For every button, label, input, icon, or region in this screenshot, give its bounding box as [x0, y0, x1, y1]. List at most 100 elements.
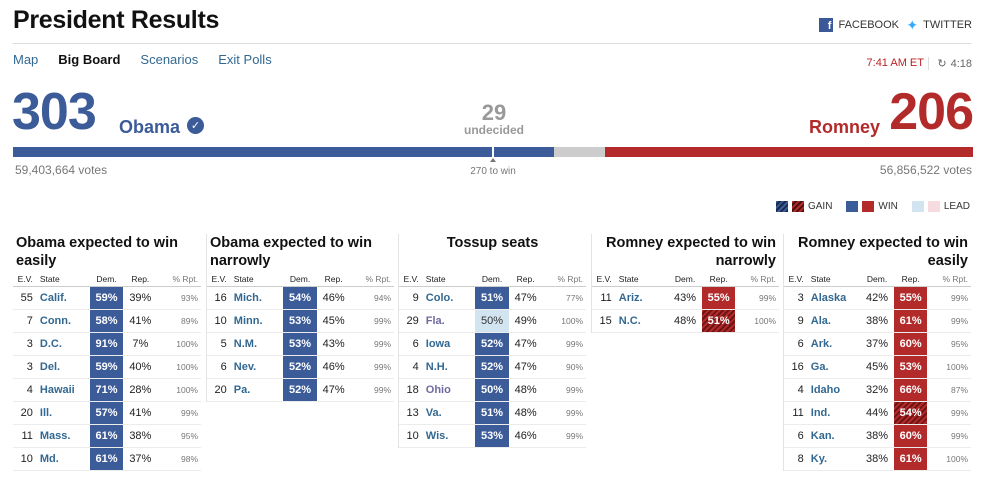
electoral-votes: 20: [214, 384, 227, 396]
percent-reporting: 99%: [566, 431, 584, 441]
state-link[interactable]: Ill.: [39, 407, 53, 419]
table-row[interactable]: 9 Ala. 38% 61% 99%: [784, 310, 971, 333]
state-link[interactable]: Calif.: [39, 292, 67, 304]
state-link[interactable]: Alaska: [810, 292, 847, 304]
table-row[interactable]: 10 Wis. 53% 46% 99%: [399, 425, 586, 448]
state-link[interactable]: D.C.: [39, 338, 62, 350]
column-title: Tossup seats: [446, 235, 539, 251]
table-header: E.V. State Dem. Rep. % Rpt.: [13, 272, 201, 287]
table-row[interactable]: 6 Nev. 52% 46% 99%: [207, 356, 394, 379]
table-row[interactable]: 20 Pa. 52% 47% 99%: [207, 379, 394, 402]
state-link[interactable]: Conn.: [39, 315, 72, 327]
state-link[interactable]: Va.: [425, 407, 442, 419]
table-row[interactable]: 4 Hawaii 71% 28% 100%: [13, 379, 201, 402]
table-row[interactable]: 3 D.C. 91% 7% 100%: [13, 333, 201, 356]
state-link[interactable]: Iowa: [425, 338, 451, 350]
table-row[interactable]: 9 Colo. 51% 47% 77%: [399, 287, 586, 310]
table-row[interactable]: 29 Fla. 50% 49% 100%: [399, 310, 586, 333]
state-link[interactable]: Hawaii: [39, 384, 75, 396]
state-link[interactable]: Wis.: [425, 430, 449, 442]
dem-percent: 52%: [283, 356, 317, 378]
state-link[interactable]: Mass.: [39, 430, 71, 442]
table-row[interactable]: 3 Del. 59% 40% 100%: [13, 356, 201, 379]
state-link[interactable]: Del.: [39, 361, 61, 373]
table-row[interactable]: 3 Alaska 42% 55% 99%: [784, 287, 971, 310]
electoral-votes: 6: [220, 361, 227, 373]
state-link[interactable]: Pa.: [233, 384, 251, 396]
electoral-votes: 18: [406, 384, 419, 396]
reported-header: % Rpt.: [172, 274, 198, 284]
state-link[interactable]: Ind.: [810, 407, 831, 419]
table-row[interactable]: 16 Ga. 45% 53% 100%: [784, 356, 971, 379]
table-row[interactable]: 16 Mich. 54% 46% 94%: [207, 287, 394, 310]
percent-reporting: 87%: [951, 385, 969, 395]
table-row[interactable]: 5 N.M. 53% 43% 99%: [207, 333, 394, 356]
percent-reporting: 99%: [566, 339, 584, 349]
rep-header: Rep.: [131, 274, 150, 284]
state-link[interactable]: Ohio: [425, 384, 451, 396]
percent-reporting: 99%: [374, 339, 392, 349]
state-link[interactable]: Nev.: [233, 361, 257, 373]
state-link[interactable]: N.C.: [618, 315, 641, 327]
table-row[interactable]: 11 Ind. 44% 54% 99%: [784, 402, 971, 425]
twitter-share-button[interactable]: ✦ TWITTER: [906, 18, 972, 32]
obama-electoral-votes: 303: [12, 83, 97, 141]
rep-percent: 39%: [129, 292, 152, 304]
state-link[interactable]: Mich.: [233, 292, 262, 304]
rep-percent: 53%: [893, 356, 928, 378]
results-column: Romney expected to win easily E.V. State De…: [783, 234, 971, 471]
table-row[interactable]: 6 Iowa 52% 47% 99%: [399, 333, 586, 356]
tab-exit-polls[interactable]: Exit Polls: [218, 52, 272, 67]
state-link[interactable]: Fla.: [425, 315, 445, 327]
table-row[interactable]: 4 N.H. 52% 47% 90%: [399, 356, 586, 379]
table-row[interactable]: 20 Ill. 57% 41% 99%: [13, 402, 201, 425]
table-row[interactable]: 55 Calif. 59% 39% 93%: [13, 287, 201, 310]
table-row[interactable]: 13 Va. 51% 48% 99%: [399, 402, 586, 425]
state-link[interactable]: Colo.: [425, 292, 454, 304]
state-link[interactable]: Ark.: [810, 338, 833, 350]
dem-percent: 52%: [475, 356, 509, 378]
state-link[interactable]: N.H.: [425, 361, 448, 373]
rep-percent: 45%: [322, 315, 345, 327]
obama-popular-votes: 59,403,664 votes: [15, 163, 108, 177]
obama-bar-segment: [13, 147, 554, 157]
percent-reporting: 99%: [374, 316, 392, 326]
table-row[interactable]: 11 Ariz. 43% 55% 99%: [592, 287, 779, 310]
table-row[interactable]: 6 Ark. 37% 60% 95%: [784, 333, 971, 356]
table-row[interactable]: 8 Ky. 38% 61% 100%: [784, 448, 971, 471]
state-link[interactable]: Ariz.: [618, 292, 643, 304]
percent-reporting: 95%: [180, 431, 198, 441]
state-link[interactable]: Md.: [39, 453, 59, 465]
state-link[interactable]: N.M.: [233, 338, 258, 350]
results-column: Obama expected to win easily E.V. State Dem…: [13, 234, 201, 471]
percent-reporting: 99%: [180, 408, 198, 418]
state-link[interactable]: Kan.: [810, 430, 835, 442]
dem-percent: 50%: [475, 310, 509, 332]
gain-dem-swatch: [775, 201, 788, 212]
tab-big-board[interactable]: Big Board: [58, 52, 121, 67]
refresh-icon: ↻: [937, 58, 947, 70]
table-row[interactable]: 4 Idaho 32% 66% 87%: [784, 379, 971, 402]
dem-percent: 59%: [89, 287, 124, 309]
results-column: Romney expected to win narrowly E.V. State…: [591, 234, 779, 333]
percent-reporting: 93%: [180, 293, 198, 303]
table-row[interactable]: 7 Conn. 58% 41% 89%: [13, 310, 201, 333]
state-link[interactable]: Idaho: [810, 384, 841, 396]
refresh-countdown[interactable]: ↻ 4:18: [928, 57, 972, 70]
state-link[interactable]: Ga.: [810, 361, 829, 373]
table-row[interactable]: 10 Md. 61% 37% 98%: [13, 448, 201, 471]
state-link[interactable]: Ala.: [810, 315, 831, 327]
table-row[interactable]: 15 N.C. 48% 51% 100%: [592, 310, 779, 333]
state-link[interactable]: Ky.: [810, 453, 828, 465]
tab-map[interactable]: Map: [13, 52, 39, 67]
tab-scenarios[interactable]: Scenarios: [140, 52, 199, 67]
table-row[interactable]: 10 Minn. 53% 45% 99%: [207, 310, 394, 333]
table-row[interactable]: 11 Mass. 61% 38% 95%: [13, 425, 201, 448]
state-link[interactable]: Minn.: [233, 315, 263, 327]
table-row[interactable]: 18 Ohio 50% 48% 99%: [399, 379, 586, 402]
electoral-votes: 10: [214, 315, 227, 327]
romney-bar-segment: [605, 147, 973, 157]
table-row[interactable]: 6 Kan. 38% 60% 99%: [784, 425, 971, 448]
facebook-share-button[interactable]: f FACEBOOK: [819, 18, 899, 32]
dem-percent: 38%: [866, 315, 889, 327]
